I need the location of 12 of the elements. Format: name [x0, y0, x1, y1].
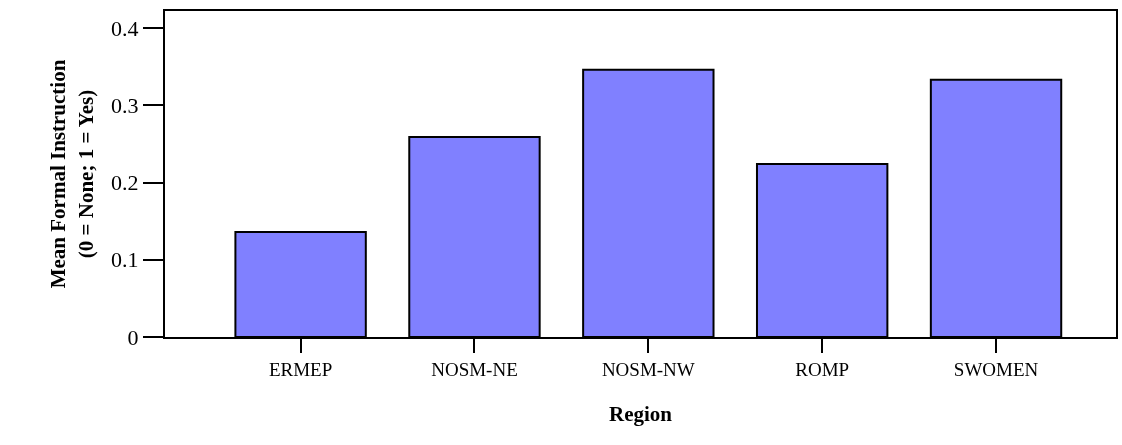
y-tick-label: 0.2: [111, 170, 139, 196]
x-tick-label: SWOMEN: [953, 358, 1039, 380]
y-tick-label: 0.3: [111, 92, 139, 118]
x-tick-label: NOSM-NW: [601, 358, 695, 380]
y-tick-label: 0.1: [111, 247, 139, 273]
x-tick-label: NOSM-NE: [431, 358, 518, 380]
y-tick-label: 0.4: [111, 15, 139, 41]
y-axis-title: Mean Formal Instruction (0 = None; 1 = Yes): [46, 59, 98, 289]
y-tick-label: 0: [127, 324, 139, 350]
x-axis-title: Region: [609, 402, 673, 427]
x-tick-label: ROMP: [795, 358, 850, 380]
x-tick-label: ERMEP: [268, 358, 333, 380]
